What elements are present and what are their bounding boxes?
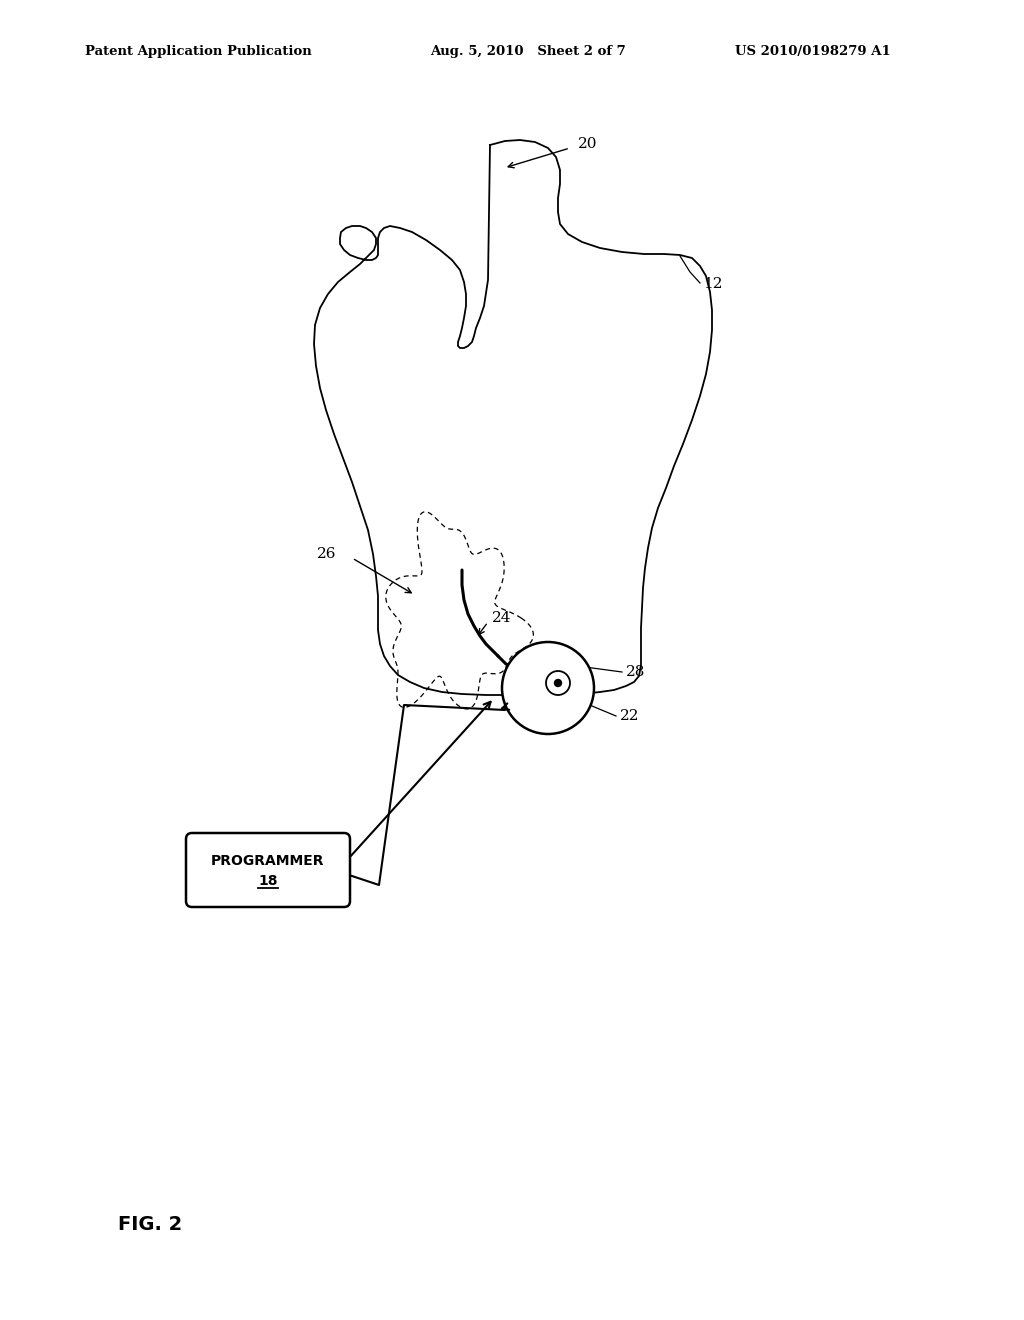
Text: 18: 18	[258, 874, 278, 888]
Text: 20: 20	[578, 137, 597, 150]
Text: 24: 24	[492, 611, 512, 624]
FancyArrowPatch shape	[351, 702, 490, 855]
FancyBboxPatch shape	[186, 833, 350, 907]
Circle shape	[555, 680, 561, 686]
Text: FIG. 2: FIG. 2	[118, 1214, 182, 1233]
Text: 26: 26	[316, 546, 336, 561]
Text: Patent Application Publication: Patent Application Publication	[85, 45, 311, 58]
Text: US 2010/0198279 A1: US 2010/0198279 A1	[735, 45, 891, 58]
Text: PROGRAMMER: PROGRAMMER	[211, 854, 325, 869]
Circle shape	[502, 642, 594, 734]
Text: 22: 22	[620, 709, 640, 723]
Text: 12: 12	[703, 277, 723, 290]
Bar	[524, 663, 554, 680]
Text: 28: 28	[626, 665, 645, 678]
Circle shape	[546, 671, 570, 696]
Text: Aug. 5, 2010   Sheet 2 of 7: Aug. 5, 2010 Sheet 2 of 7	[430, 45, 626, 58]
